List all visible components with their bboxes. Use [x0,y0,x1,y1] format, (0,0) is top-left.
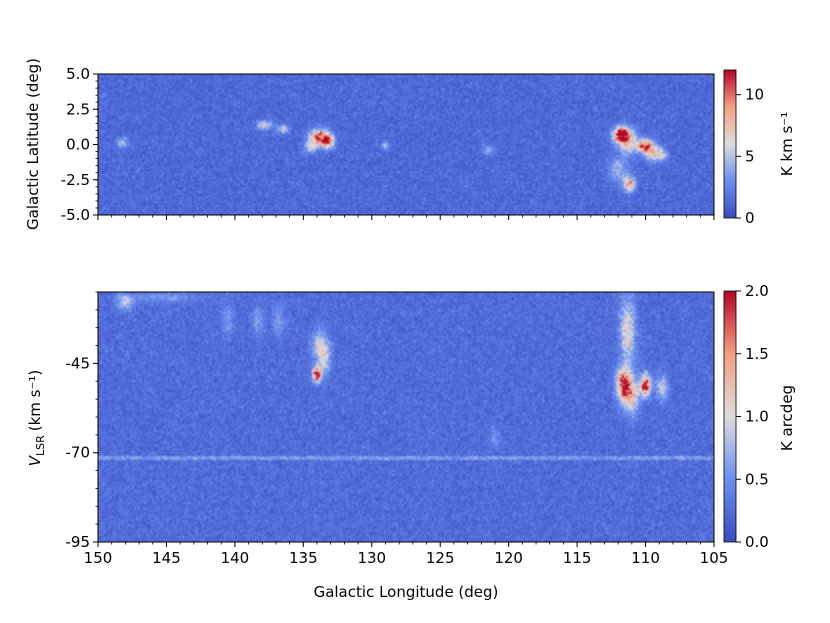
bottom-y-tick-label: -45 [66,354,91,372]
colorbar-tick-label: 10 [745,86,764,104]
top-colorbar-ticks: 0 5 10 [736,86,764,227]
bottom-x-tick-label: 110 [631,549,660,567]
ylabel-unit: (km s⁻¹) [26,370,44,432]
ylabel-main: V [26,454,44,466]
colorbar-tick-label: 5 [745,147,755,165]
top-y-tick-label: 5.0 [66,65,90,83]
top-y-tick-label: -5.0 [61,206,90,224]
bottom-x-tick-label: 150 [84,549,113,567]
bottom-panel: 150 145 140 135 130 125 120 115 110 105 -45 -70 -95… [26,282,796,601]
top-y-axis-label: Galactic Latitude (deg) [24,58,42,230]
bottom-colorbar-ticks: 0.0 0.5 1.0 1.5 2.0 [736,282,769,551]
colorbar-tick-label: 2.0 [745,282,769,300]
bottom-x-tick-label: 140 [221,549,250,567]
bottom-x-tick-label: 115 [563,549,592,567]
colorbar-tick-label: 1.5 [745,345,769,363]
bottom-x-ticks: 150 145 140 135 130 125 120 115 110 105 [84,542,729,567]
bottom-x-tick-label: 125 [426,549,455,567]
bottom-y-tick-label: -70 [66,444,91,462]
top-y-tick-label: 2.5 [66,100,90,118]
bottom-y-axis-label: VLSR (km s⁻¹) [26,370,47,467]
bottom-heatmap-image [98,292,714,542]
top-colorbar-label: K km s⁻¹ [778,112,796,176]
ylabel-sub: LSR [34,435,47,456]
bottom-y-tick-label: -95 [66,533,91,551]
top-colorbar [723,69,737,219]
top-y-tick-label: -2.5 [61,171,90,189]
top-panel: 5.0 2.5 0.0 -2.5 -5.0 Galactic Latitude (deg… [24,58,796,230]
top-heatmap-image [98,74,714,215]
top-x-ticks [97,215,715,220]
bottom-x-tick-label: 130 [357,549,386,567]
bottom-x-tick-label: 120 [494,549,523,567]
bottom-x-axis-label: Galactic Longitude (deg) [314,583,499,601]
top-y-tick-label: 0.0 [66,136,90,154]
bottom-x-tick-label: 145 [152,549,181,567]
colorbar-tick-label: 1.0 [745,408,769,426]
colorbar-tick-label: 0.5 [745,470,769,488]
colorbar-tick-label: 0.0 [745,533,769,551]
bottom-x-tick-label: 135 [289,549,318,567]
bottom-x-tick-label: 105 [700,549,729,567]
colorbar-tick-label: 0 [745,209,755,227]
bottom-colorbar-label: K arcdeg [778,385,796,451]
bottom-colorbar [723,290,737,543]
bottom-y-ticks: -45 -70 -95 [66,291,98,551]
top-y-ticks: 5.0 2.5 0.0 -2.5 -5.0 [61,65,98,224]
